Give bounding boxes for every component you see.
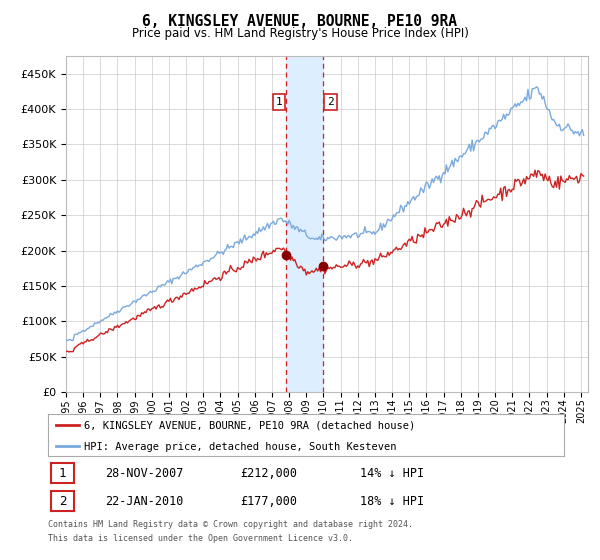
Text: 6, KINGSLEY AVENUE, BOURNE, PE10 9RA: 6, KINGSLEY AVENUE, BOURNE, PE10 9RA: [143, 14, 458, 29]
Text: £177,000: £177,000: [240, 494, 297, 508]
Text: 14% ↓ HPI: 14% ↓ HPI: [360, 466, 424, 480]
Bar: [286, 56, 323, 392]
Text: 18% ↓ HPI: 18% ↓ HPI: [360, 494, 424, 508]
Text: 6, KINGSLEY AVENUE, BOURNE, PE10 9RA (detached house): 6, KINGSLEY AVENUE, BOURNE, PE10 9RA (de…: [84, 421, 415, 431]
Text: 2: 2: [59, 494, 66, 508]
Text: 28-NOV-2007: 28-NOV-2007: [105, 466, 184, 480]
Text: 2: 2: [327, 97, 334, 107]
Text: 1: 1: [276, 97, 283, 107]
Text: HPI: Average price, detached house, South Kesteven: HPI: Average price, detached house, Sout…: [84, 442, 397, 452]
Text: £212,000: £212,000: [240, 466, 297, 480]
Text: Price paid vs. HM Land Registry's House Price Index (HPI): Price paid vs. HM Land Registry's House …: [131, 27, 469, 40]
Text: 22-JAN-2010: 22-JAN-2010: [105, 494, 184, 508]
Text: Contains HM Land Registry data © Crown copyright and database right 2024.: Contains HM Land Registry data © Crown c…: [48, 520, 413, 529]
Text: This data is licensed under the Open Government Licence v3.0.: This data is licensed under the Open Gov…: [48, 534, 353, 543]
Text: 1: 1: [59, 466, 66, 480]
